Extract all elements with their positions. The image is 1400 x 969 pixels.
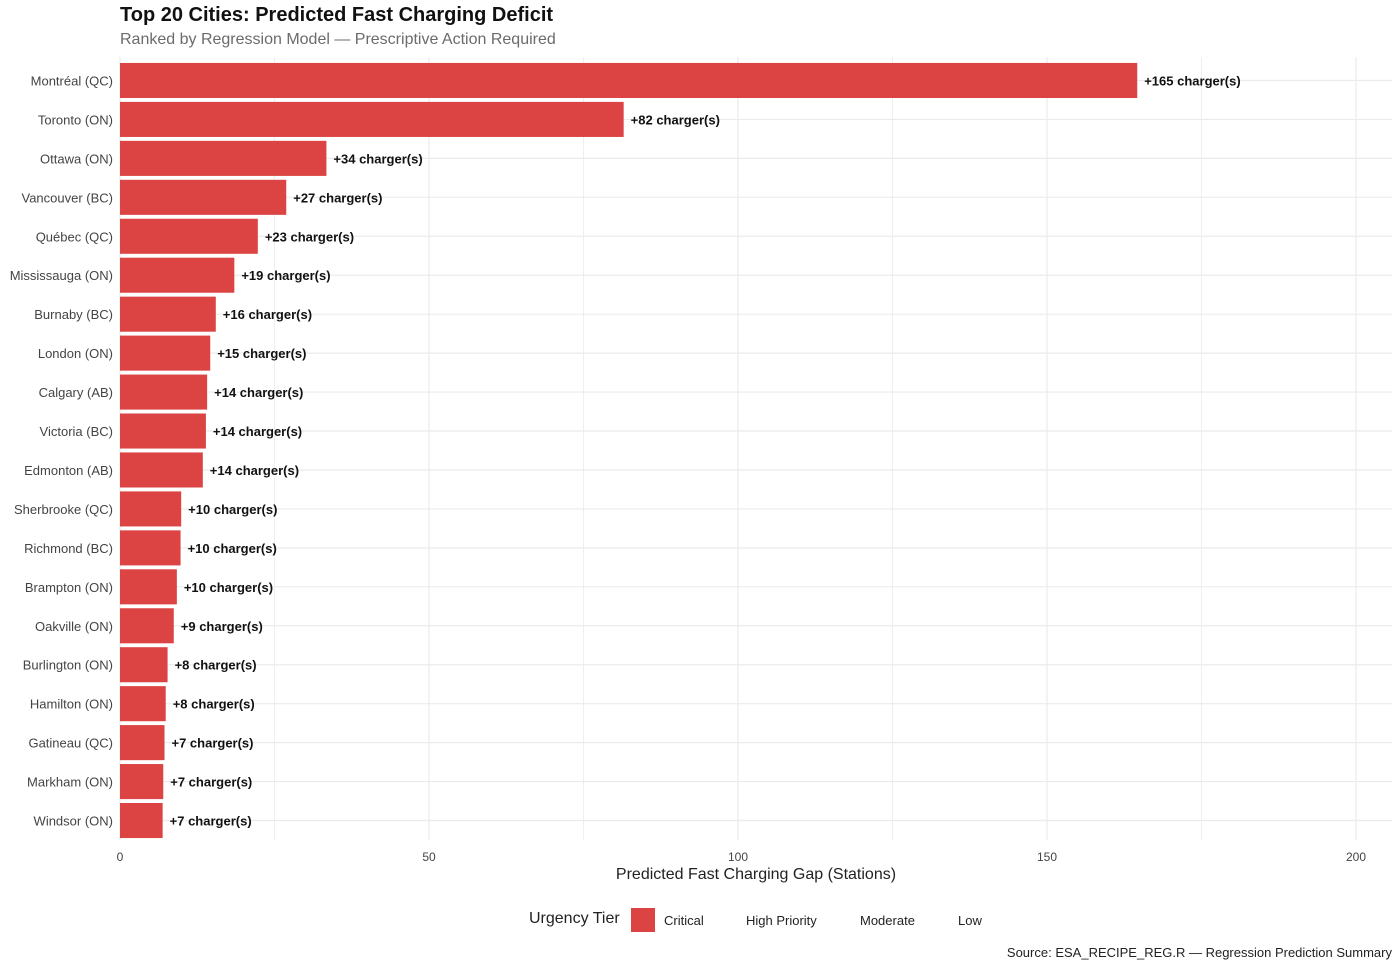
y-tick-label: Burnaby (BC) [34,307,113,322]
y-tick-label: Mississauga (ON) [10,268,113,283]
bar [120,491,182,527]
x-tick-label: 100 [728,850,748,864]
y-tick-label: Ottawa (ON) [40,151,113,166]
bar [120,101,624,137]
legend-label-low: Low [958,913,982,928]
y-tick-label: London (ON) [38,346,113,361]
bar [120,179,287,215]
y-tick-label: Vancouver (BC) [21,190,113,205]
y-tick-label: Montréal (QC) [31,73,113,88]
bar-value-label: +9 charger(s) [181,619,263,634]
x-tick-label: 150 [1037,850,1057,864]
bars [120,62,1138,839]
bar-value-label: +8 charger(s) [175,658,257,673]
y-tick-label: Richmond (BC) [24,541,113,556]
y-tick-label: Québec (QC) [36,229,113,244]
bar [120,802,163,839]
bar-value-label: +16 charger(s) [223,307,312,322]
x-axis-tick-labels: 0 50 100 150 200 [117,850,1367,864]
bar [120,530,181,566]
bar-value-label: +23 charger(s) [265,229,354,244]
bar-value-label: +10 charger(s) [188,502,277,517]
bar [120,686,166,722]
legend-key-critical [631,908,655,932]
y-tick-label: Burlington (ON) [23,658,113,673]
chart-title: Top 20 Cities: Predicted Fast Charging D… [120,4,554,26]
y-tick-label: Gatineau (QC) [28,736,113,751]
y-tick-label: Hamilton (ON) [30,697,113,712]
bar [120,764,164,800]
bar-chart: +165 charger(s) +82 charger(s) +34 charger… [10,57,1392,883]
x-axis-label: Predicted Fast Charging Gap (Stations) [616,866,896,883]
bar-value-label: +165 charger(s) [1144,73,1240,88]
data-labels: +165 charger(s) +82 charger(s) +34 charger… [170,73,1241,828]
bar-value-label: +7 charger(s) [170,814,252,829]
bar-value-label: +7 charger(s) [171,736,253,751]
bar-value-label: +14 charger(s) [213,424,302,439]
y-tick-label: Sherbrooke (QC) [14,502,113,517]
y-tick-label: Victoria (BC) [40,424,113,439]
y-axis-tick-labels: Montréal (QC) Toronto (ON) Ottawa (ON) Vanc… [10,73,113,828]
y-tick-label: Calgary (AB) [39,385,113,400]
y-tick-label: Oakville (ON) [35,619,113,634]
bar [120,257,235,293]
bar-value-label: +19 charger(s) [241,268,330,283]
y-tick-label: Edmonton (AB) [24,463,113,478]
y-tick-label: Markham (ON) [27,775,113,790]
legend-key-low [926,908,950,932]
bar-value-label: +34 charger(s) [333,151,422,166]
x-tick-label: 0 [117,850,124,864]
legend: Urgency Tier Critical High Priority Mode… [0,906,1400,934]
bar [120,62,1138,99]
bar [120,296,216,332]
bar [120,452,203,488]
bar [120,140,327,176]
legend-label-critical: Critical [664,913,704,928]
x-tick-label: 200 [1346,850,1366,864]
bar [120,413,206,449]
bar [120,374,208,410]
bar-value-label: +8 charger(s) [173,697,255,712]
x-tick-label: 50 [422,850,436,864]
legend-label-high-priority: High Priority [746,913,817,928]
legend-key-high-priority [714,908,738,932]
bar [120,647,168,683]
y-tick-label: Brampton (ON) [25,580,113,595]
bar [120,725,165,761]
legend-key-moderate [828,908,852,932]
bar-value-label: +82 charger(s) [631,112,720,127]
y-tick-label: Windsor (ON) [34,814,113,829]
bar-value-label: +10 charger(s) [188,541,277,556]
bar-value-label: +15 charger(s) [217,346,306,361]
legend-label-moderate: Moderate [860,913,915,928]
bar-value-label: +27 charger(s) [293,190,382,205]
chart-caption: Source: ESA_RECIPE_REG.R — Regression Pr… [1006,945,1392,960]
bar [120,608,174,644]
bar-value-label: +7 charger(s) [170,775,252,790]
bar-value-label: +10 charger(s) [184,580,273,595]
bar-value-label: +14 charger(s) [214,385,303,400]
bar [120,218,258,254]
bar [120,569,177,605]
y-tick-label: Toronto (ON) [38,112,113,127]
chart-subtitle: Ranked by Regression Model — Prescriptiv… [120,31,556,48]
bar-value-label: +14 charger(s) [210,463,299,478]
bar [120,335,211,371]
legend-title: Urgency Tier [529,910,620,927]
